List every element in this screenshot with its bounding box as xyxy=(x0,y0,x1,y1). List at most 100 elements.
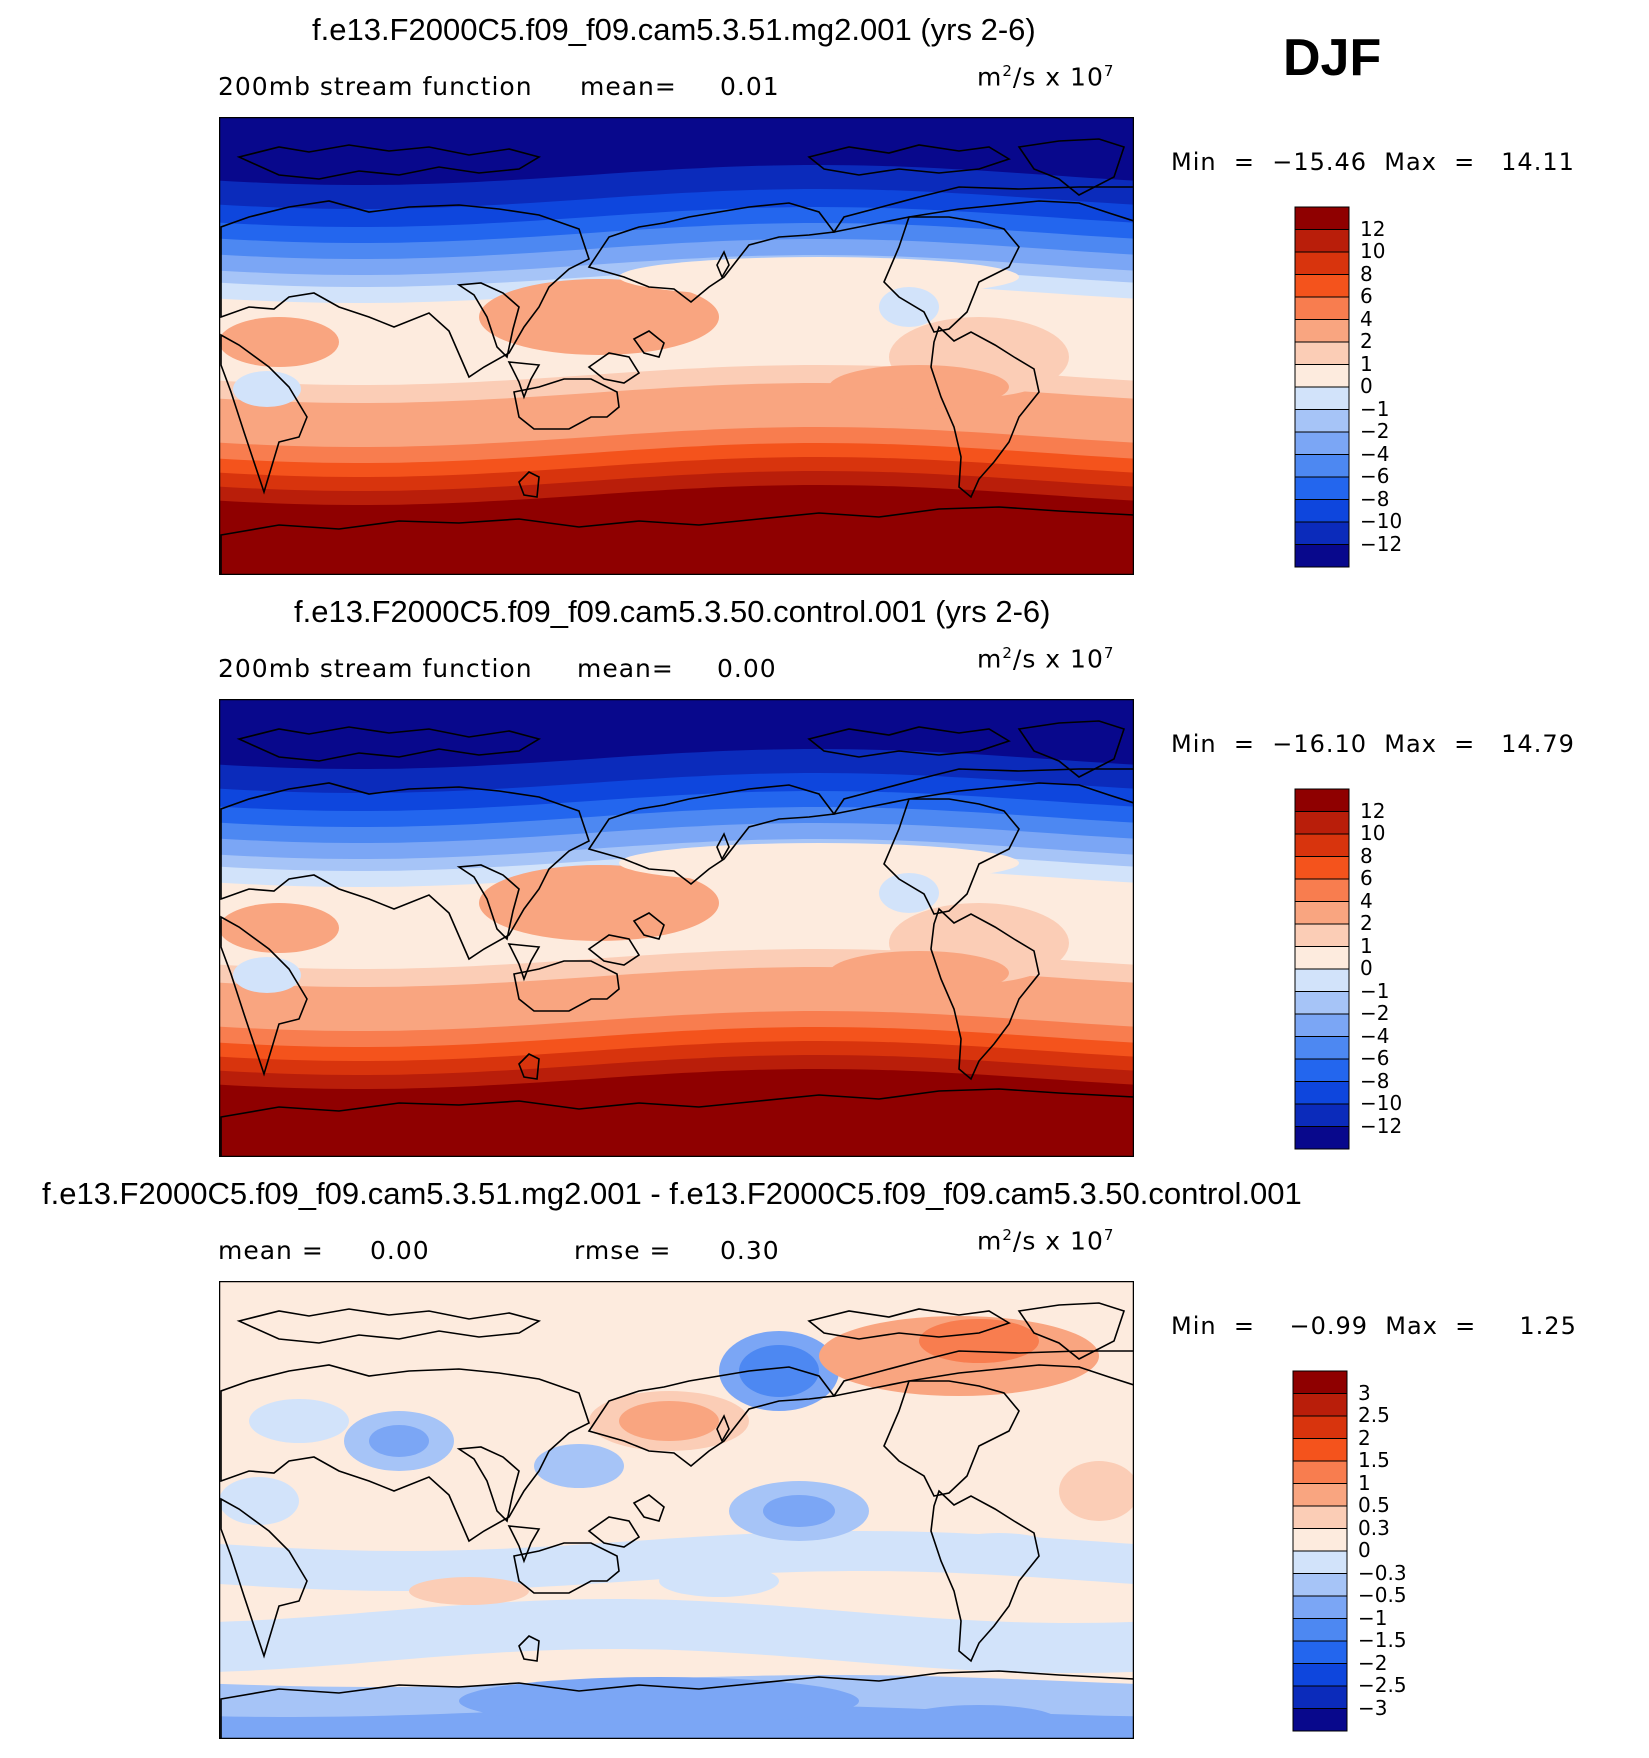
colorbar-swatch xyxy=(1294,364,1350,388)
colorbar-swatch xyxy=(1294,991,1350,1015)
coastline xyxy=(587,202,836,304)
colorbar-tick-label: −1 xyxy=(1360,978,1390,1003)
coastline xyxy=(236,144,542,180)
colorbar-swatch xyxy=(1292,1663,1348,1687)
contour-fill xyxy=(619,1401,719,1441)
colorbar-tick-label: 3 xyxy=(1358,1380,1371,1405)
contour-fill xyxy=(369,1425,429,1457)
coastline xyxy=(507,943,541,982)
colorbar-swatch xyxy=(1294,476,1350,500)
coastline xyxy=(587,934,641,966)
colorbar-swatch xyxy=(1294,923,1350,947)
panel3-mean-value: 0.00 xyxy=(370,1236,430,1265)
contour-fill xyxy=(534,1444,624,1488)
panel2-colorbar xyxy=(1294,788,1350,1150)
colorbar-swatch xyxy=(1292,1483,1348,1507)
colorbar-swatch xyxy=(1292,1460,1348,1484)
coastline xyxy=(930,907,1040,1081)
colorbar-tick-label: 2 xyxy=(1358,1425,1371,1450)
colorbar-tick-label: −4 xyxy=(1360,441,1390,466)
colorbar-swatch xyxy=(1294,341,1350,365)
coastline xyxy=(1017,720,1126,778)
colorbar-tick-label: 1 xyxy=(1360,351,1373,376)
colorbar-swatch xyxy=(1292,1370,1348,1394)
colorbar-tick-label: −8 xyxy=(1360,1068,1390,1093)
coastline xyxy=(518,471,540,498)
colorbar-tick-label: −1.5 xyxy=(1358,1628,1407,1652)
coastline xyxy=(513,960,620,1012)
contour-fill xyxy=(219,1531,1134,1591)
panel2-title: f.e13.F2000C5.f09_f09.cam5.3.50.control.… xyxy=(294,594,1051,629)
panel1-variable-label: 200mb stream function xyxy=(218,72,533,101)
colorbar-tick-label: 6 xyxy=(1360,284,1373,308)
colorbar-tick-label: 12 xyxy=(1360,798,1386,823)
panel3-rmse-label: rmse = xyxy=(574,1236,672,1265)
colorbar-tick-label: 0 xyxy=(1360,374,1373,398)
colorbar-swatch xyxy=(1294,251,1350,275)
contour-fill xyxy=(479,279,719,355)
season-label: DJF xyxy=(1283,29,1382,87)
colorbar-tick-label: 2.5 xyxy=(1358,1403,1390,1427)
colorbar-tick-label: 4 xyxy=(1360,888,1373,913)
coastline xyxy=(1017,1302,1126,1360)
colorbar-swatch xyxy=(1294,901,1350,925)
coastline xyxy=(456,1446,520,1523)
colorbar-swatch xyxy=(1294,856,1350,880)
contour-fill xyxy=(619,257,1019,297)
colorbar-tick-label: 10 xyxy=(1360,239,1386,263)
colorbar-swatch xyxy=(1292,1685,1348,1709)
colorbar-tick-label: 2 xyxy=(1360,911,1373,935)
coastline xyxy=(716,1414,730,1443)
colorbar-tick-label: −4 xyxy=(1360,1023,1390,1048)
coastline xyxy=(220,1497,308,1659)
contour-fill xyxy=(219,1477,299,1525)
panel1-map xyxy=(219,117,1134,575)
panel3-colorbar xyxy=(1292,1370,1348,1732)
coastline xyxy=(832,186,1134,234)
colorbar-tick-label: −6 xyxy=(1360,464,1390,488)
coastline xyxy=(220,1670,1134,1739)
coastline xyxy=(632,330,665,358)
colorbar-tick-label: −0.5 xyxy=(1358,1583,1407,1607)
colorbar-swatch xyxy=(1294,811,1350,835)
panel3-minmax: Min = −0.99 Max = 1.25 xyxy=(1171,1312,1577,1340)
coastline xyxy=(883,798,1020,915)
colorbar-tick-label: 10 xyxy=(1360,821,1386,845)
contour-fill xyxy=(879,287,939,327)
coastline xyxy=(587,1516,641,1548)
colorbar-swatch xyxy=(1292,1595,1348,1619)
colorbar-swatch xyxy=(1294,1013,1350,1037)
colorbar-swatch xyxy=(1294,296,1350,320)
coastline xyxy=(236,726,542,762)
colorbar-swatch xyxy=(1294,386,1350,410)
coastline xyxy=(220,506,1134,575)
coastline xyxy=(930,325,1040,499)
colorbar-swatch xyxy=(1292,1708,1348,1732)
contour-fill xyxy=(409,1577,529,1605)
panel2-mean-value: 0.00 xyxy=(717,654,777,683)
colorbar-swatch xyxy=(1294,1081,1350,1105)
colorbar-tick-label: 0 xyxy=(1360,956,1373,980)
colorbar-swatch xyxy=(1294,946,1350,970)
coastline xyxy=(236,1308,542,1344)
colorbar-swatch xyxy=(1292,1550,1348,1574)
contour-fill xyxy=(659,1565,779,1597)
panel2-minmax: Min = −16.10 Max = 14.79 xyxy=(1171,730,1575,758)
colorbar-swatch xyxy=(1292,1528,1348,1552)
coastline xyxy=(220,200,590,379)
colorbar-swatch xyxy=(1294,833,1350,857)
colorbar-tick-label: −12 xyxy=(1360,1113,1403,1138)
colorbar-tick-label: 0.3 xyxy=(1358,1515,1390,1540)
panel3-map xyxy=(219,1281,1134,1739)
colorbar-tick-label: 2 xyxy=(1360,329,1373,353)
contour-fill xyxy=(879,873,939,913)
contour-fill xyxy=(939,1533,1059,1569)
coastline xyxy=(513,1542,620,1594)
colorbar-tick-label: 0.5 xyxy=(1358,1493,1390,1517)
colorbar-tick-label: 1 xyxy=(1358,1470,1371,1495)
colorbar-tick-label: −10 xyxy=(1360,1091,1403,1115)
panel1-colorbar-ticks: 12 10 8 6 4 2 1 0 −1 −2 −4 −6 −8 −10 −12 xyxy=(1360,206,1440,568)
colorbar-swatch xyxy=(1294,1036,1350,1060)
colorbar-swatch xyxy=(1294,544,1350,568)
colorbar-swatch xyxy=(1292,1640,1348,1664)
